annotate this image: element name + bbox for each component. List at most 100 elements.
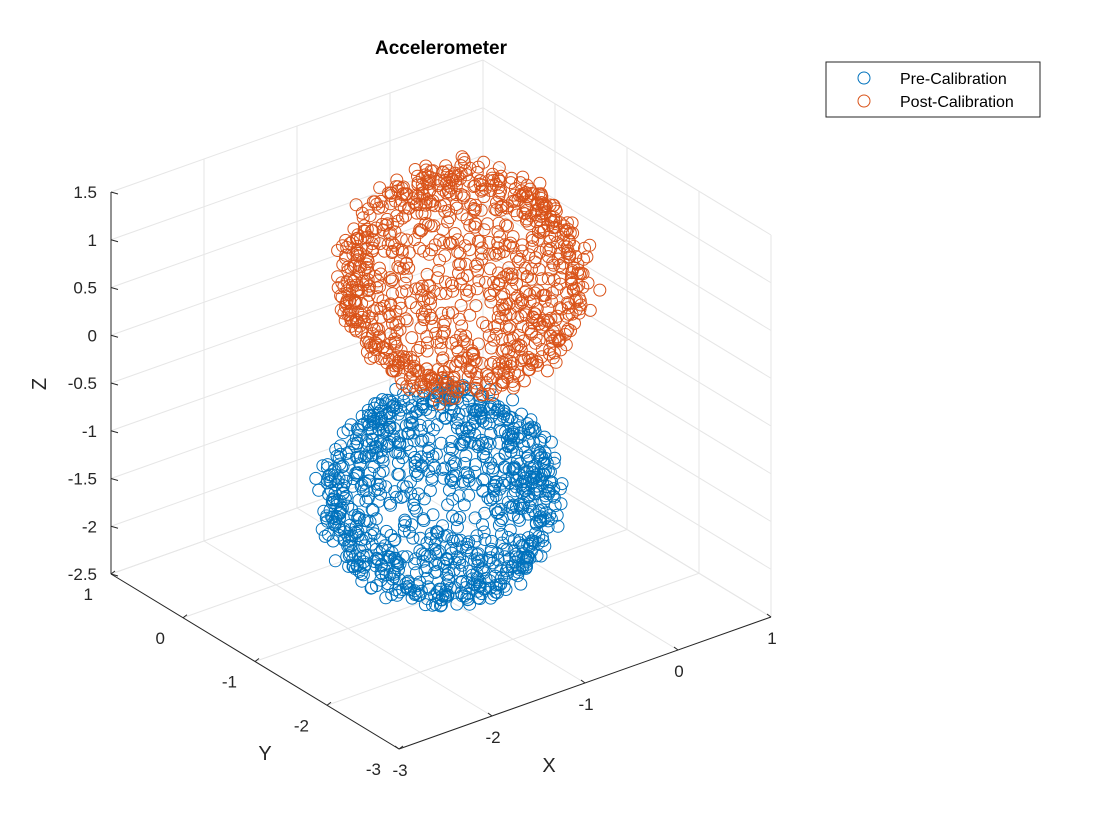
- scatter-point: [384, 197, 398, 211]
- scatter-point: [526, 233, 540, 247]
- scatter-point: [583, 238, 597, 252]
- scatter-point: [513, 252, 527, 266]
- scatter-point: [451, 384, 465, 398]
- scatter-point: [349, 198, 363, 212]
- scatter-point: [547, 482, 561, 496]
- scatter-point: [511, 369, 525, 383]
- z-tick-mark: [110, 430, 119, 434]
- scatter-point: [483, 493, 497, 507]
- y-tick-label: -3: [366, 760, 381, 779]
- scatter-point: [489, 248, 503, 262]
- z-tick-mark: [110, 334, 119, 338]
- scatter-point: [453, 246, 467, 260]
- scatter-point: [393, 198, 407, 212]
- scatter-point: [459, 403, 473, 417]
- scatter-point: [438, 205, 452, 218]
- scatter-point: [404, 486, 418, 500]
- scatter-point: [561, 222, 575, 236]
- scatter-point: [436, 401, 450, 415]
- scatter-point: [396, 550, 410, 564]
- scatter-point: [554, 497, 568, 511]
- scatter-point: [503, 523, 517, 537]
- scatter-point: [497, 270, 511, 284]
- scatter-point: [421, 336, 434, 350]
- scatter-point: [516, 498, 530, 512]
- z-tick-label: -1.5: [68, 470, 97, 489]
- z-tick-label: -2.5: [68, 565, 97, 584]
- scatter-point: [453, 556, 466, 570]
- scatter-point: [446, 492, 460, 506]
- scatter-point: [514, 339, 528, 353]
- z-tick-label: 1.5: [73, 183, 97, 202]
- scatter-point: [494, 514, 508, 527]
- scatter-point: [380, 424, 394, 438]
- z-tick-label: -1: [82, 422, 97, 441]
- scatter-point: [485, 171, 499, 185]
- scatter-point: [561, 301, 575, 315]
- scatter-point: [341, 423, 355, 437]
- scatter-point: [455, 586, 468, 600]
- y-axis-label: Y: [258, 743, 271, 765]
- scatter-point: [355, 533, 369, 547]
- y-tick-mark: [254, 658, 260, 662]
- scatter-point: [438, 411, 452, 425]
- scatter-point: [436, 353, 449, 367]
- scatter-point: [441, 306, 455, 320]
- scatter-point: [358, 450, 372, 464]
- scatter-point: [437, 471, 451, 485]
- scatter-point: [428, 566, 442, 579]
- scatter-point: [555, 477, 569, 491]
- scatter-point: [373, 533, 387, 547]
- scatter-point: [487, 484, 501, 498]
- scatter-point: [361, 252, 374, 266]
- scatter-point: [408, 557, 422, 571]
- scatter-point: [428, 538, 442, 552]
- scatter-point: [468, 216, 482, 230]
- scatter-point: [455, 425, 469, 439]
- scatter-point: [544, 242, 558, 256]
- scatter-point: [430, 382, 444, 396]
- scatter-point: [491, 310, 505, 324]
- scatter-point: [439, 374, 453, 388]
- scatter-point: [362, 288, 376, 302]
- scatter-point: [553, 271, 567, 285]
- scatter-point: [351, 253, 364, 267]
- scatter-point: [383, 227, 396, 241]
- scatter-point: [547, 258, 561, 272]
- scatter-point: [443, 398, 457, 412]
- scatter-point: [426, 164, 440, 178]
- scatter-point: [482, 387, 496, 401]
- scatter-point: [474, 404, 488, 417]
- scatter-point: [529, 330, 543, 344]
- scatter-point: [483, 262, 497, 276]
- scatter-point: [359, 449, 373, 463]
- scatter-point: [434, 342, 448, 356]
- scatter-point: [336, 239, 349, 253]
- scatter-point: [350, 436, 364, 450]
- scatter-point: [420, 267, 434, 281]
- y-tick-label: 0: [156, 629, 165, 648]
- scatter-point: [446, 306, 459, 320]
- scatter-point: [348, 322, 362, 336]
- scatter-point: [431, 526, 445, 540]
- scatter-point: [440, 168, 454, 182]
- scatter-point: [392, 407, 405, 421]
- scatter-point: [469, 376, 483, 390]
- scatter-point: [467, 353, 481, 367]
- scatter-point: [497, 376, 511, 390]
- scatter-point: [357, 314, 371, 328]
- y-tick-label: 1: [84, 585, 93, 604]
- scatter-point: [445, 459, 459, 473]
- scatter-point: [535, 320, 549, 334]
- legend: Pre-Calibration Post-Calibration: [825, 61, 1041, 118]
- grid-line-floor-y: [182, 485, 556, 619]
- scatter-point: [437, 318, 451, 332]
- scatter-point: [483, 581, 497, 595]
- scatter-point: [439, 275, 452, 289]
- scatter-point: [386, 572, 400, 586]
- scatter-point: [533, 176, 547, 190]
- scatter-point: [424, 292, 438, 305]
- scatter-point: [330, 493, 344, 507]
- grid-line-backwall-z: [110, 59, 484, 193]
- scatter-point: [389, 490, 403, 504]
